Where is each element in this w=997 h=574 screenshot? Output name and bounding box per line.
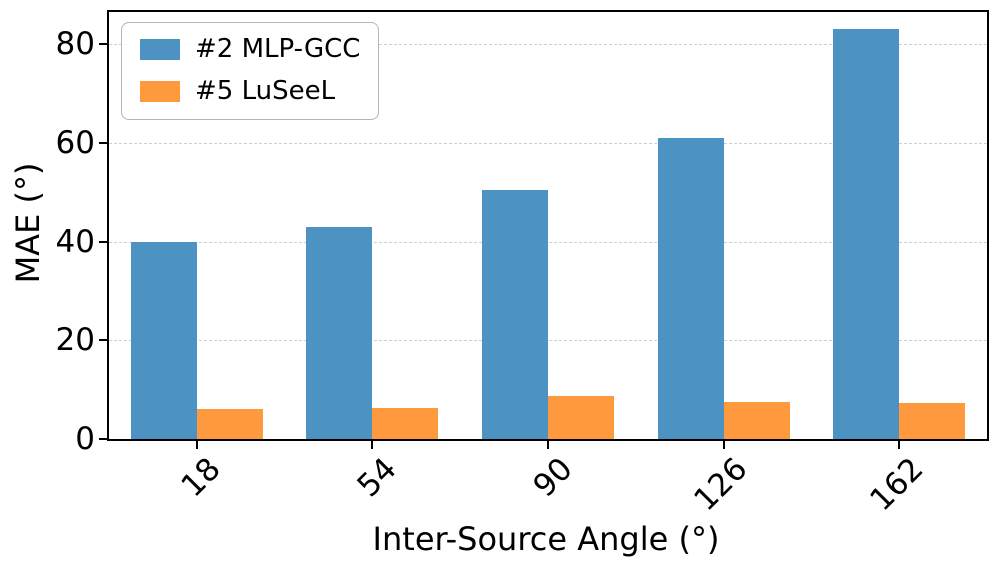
x-tick-label-text-54: 54 (350, 450, 404, 505)
plot-area: #2 MLP-GCC #5 LuSeeL (107, 10, 989, 441)
x-tick-mark-18 (195, 441, 198, 449)
bar-series0-x90 (482, 189, 548, 439)
x-tick-mark-162 (898, 441, 901, 449)
legend-label-luseel: #5 LuSeeL (195, 76, 336, 107)
y-tick-label-20: 20 (55, 322, 95, 359)
x-tick-mark-90 (547, 441, 549, 449)
x-tick-label-text-126: 126 (687, 450, 755, 519)
y-tick-label-0: 0 (75, 421, 95, 457)
x-axis-label: Inter-Source Angle (°) (372, 520, 720, 558)
bar-series0-x18 (130, 241, 197, 439)
legend-item-mlp-gcc: #2 MLP-GCC (140, 34, 361, 64)
legend-item-luseel: #5 LuSeeL (140, 76, 360, 107)
bar-series1-x162 (899, 402, 966, 439)
y-tick-label-80: 80 (55, 26, 95, 63)
x-tick-label-text-90: 90 (525, 450, 580, 505)
x-tick-label-text-18: 18 (174, 450, 229, 505)
legend-swatch-mlp-gcc (140, 39, 180, 61)
y-tick-mark-20 (99, 339, 107, 342)
x-tick-mark-54 (371, 441, 374, 449)
bar-series0-x54 (306, 226, 373, 439)
bar-series1-x126 (723, 401, 790, 439)
bar-series1-x90 (548, 395, 614, 439)
bar-series1-x18 (196, 409, 263, 439)
legend: #2 MLP-GCC #5 LuSeeL (121, 22, 380, 120)
x-tick-mark-126 (722, 441, 725, 449)
gridline-60 (109, 142, 987, 144)
y-tick-mark-60 (99, 141, 107, 144)
gridline-40 (109, 241, 987, 243)
y-tick-mark-0 (99, 438, 107, 440)
x-tick-label-text-162: 162 (863, 450, 931, 519)
gridline-80 (109, 44, 987, 46)
y-tick-label-40: 40 (55, 223, 95, 260)
bar-series0-x126 (657, 137, 724, 439)
legend-label-mlp-gcc: #2 MLP-GCC (195, 34, 361, 64)
legend-swatch-luseel (140, 81, 180, 103)
y-tick-label-60: 60 (55, 124, 95, 161)
y-tick-mark-40 (99, 240, 107, 243)
bar-series1-x54 (372, 407, 439, 439)
bar-series0-x162 (833, 29, 900, 439)
y-tick-mark-80 (99, 43, 107, 46)
gridline-20 (109, 340, 987, 342)
